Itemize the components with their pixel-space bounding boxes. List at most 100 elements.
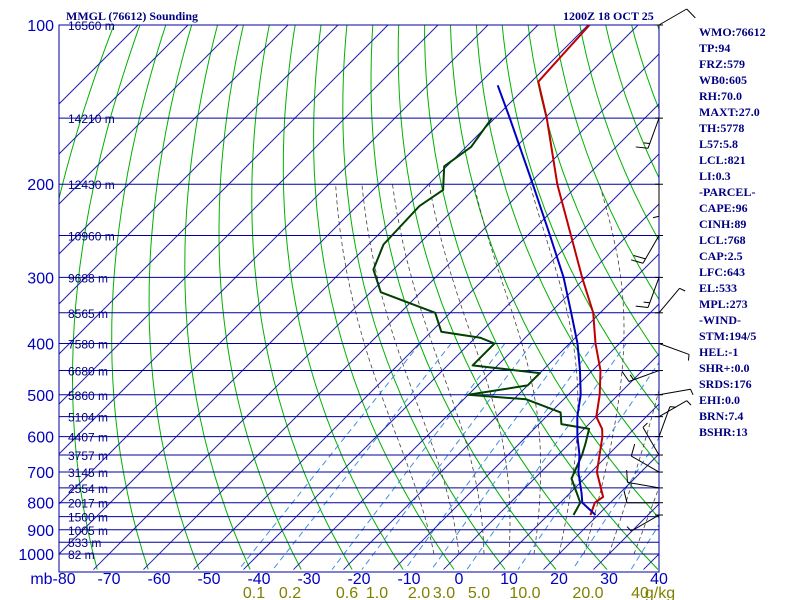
wind-barb bbox=[621, 370, 663, 382]
wind-barb-flag bbox=[686, 8, 696, 19]
wind-barb bbox=[626, 514, 663, 532]
wind-barb bbox=[655, 400, 692, 418]
isotherm bbox=[59, 25, 239, 205]
temperature-label: 10 bbox=[500, 571, 518, 588]
wind-barb bbox=[635, 276, 663, 308]
mixing-ratio-line bbox=[331, 343, 506, 570]
moist-adiabat bbox=[608, 388, 659, 555]
moist-adiabat bbox=[529, 184, 579, 555]
dry-adiabat bbox=[251, 25, 353, 570]
isotherm bbox=[393, 303, 659, 570]
mixing-ratio-line bbox=[238, 343, 421, 570]
isotherm bbox=[193, 103, 659, 570]
isotherm bbox=[543, 453, 659, 570]
wind-barb-staff bbox=[658, 388, 691, 396]
isotherm bbox=[343, 253, 659, 570]
mixing-ratio-label: 3.0 bbox=[433, 585, 455, 600]
temperature-label: -30 bbox=[297, 571, 320, 588]
wind-barb bbox=[655, 388, 694, 396]
mixing-ratio-label: 0.1 bbox=[243, 585, 265, 600]
height-label: 14210 m bbox=[68, 112, 115, 126]
height-label: 12430 m bbox=[68, 178, 115, 192]
height-label: 6680 m bbox=[68, 365, 108, 379]
moist-adiabat bbox=[583, 184, 625, 555]
mixing-ratio-line bbox=[404, 343, 572, 570]
dry-adiabat bbox=[579, 25, 659, 242]
wind-barb-flag bbox=[633, 255, 646, 260]
mixing-ratio-line bbox=[272, 343, 452, 570]
index-item: SRDS:176 bbox=[699, 377, 752, 391]
height-label: 533 m bbox=[68, 536, 101, 550]
index-item: -WIND- bbox=[699, 313, 741, 327]
dry-adiabat bbox=[184, 25, 251, 570]
isotherm bbox=[143, 53, 659, 570]
isotherm bbox=[443, 353, 659, 570]
temperature-label: -40 bbox=[247, 571, 270, 588]
sounding-datetime: 1200Z 18 OCT 25 bbox=[563, 9, 654, 23]
wind-barb-staff bbox=[642, 427, 660, 456]
wind-barb-flag bbox=[635, 146, 649, 149]
wind-barb-staff bbox=[647, 277, 660, 308]
wind-barb-staff bbox=[658, 343, 690, 355]
wind-barb-staff bbox=[642, 235, 660, 264]
pressure-label: 700 bbox=[27, 465, 54, 482]
index-item: BSHR:13 bbox=[699, 425, 748, 439]
dry-adiabat bbox=[370, 25, 557, 570]
indices-panel: WMO:76612 TP:94 FRZ:579 WB0:605 RH:70.0 MAXT:… bbox=[699, 24, 766, 440]
height-label: 3757 m bbox=[68, 449, 108, 463]
dry-adiabat bbox=[111, 25, 167, 570]
wind-barb-staff bbox=[631, 455, 660, 473]
index-item: TH:5778 bbox=[699, 121, 745, 135]
mixing-ratio-label: 2.0 bbox=[408, 585, 430, 600]
wind-barb-half-flag bbox=[643, 142, 650, 145]
mixing-ratio-label: 40 bbox=[631, 585, 649, 600]
wind-barb bbox=[635, 117, 663, 149]
height-label: 2017 m bbox=[68, 497, 108, 511]
index-item: LFC:643 bbox=[699, 265, 745, 279]
index-item: MAXT:27.0 bbox=[699, 105, 760, 119]
isotherm bbox=[59, 25, 489, 455]
mixing-ratio-label: 20.0 bbox=[572, 585, 603, 600]
pressure-label: 100 bbox=[27, 18, 54, 35]
wind-barb bbox=[655, 287, 686, 314]
dry-adiabat bbox=[424, 25, 659, 570]
pressure-label: 600 bbox=[27, 430, 54, 447]
wind-barb bbox=[652, 183, 663, 219]
height-label: 82 m bbox=[68, 548, 95, 562]
dry-adiabat bbox=[501, 25, 659, 412]
wind-barb-half-flag bbox=[652, 215, 660, 219]
moist-adiabat bbox=[633, 486, 659, 555]
dry-adiabat bbox=[148, 25, 200, 570]
isotherm bbox=[59, 25, 589, 555]
height-label: 5860 m bbox=[68, 389, 108, 403]
dry-adiabat bbox=[342, 25, 506, 570]
index-item: L57:5.8 bbox=[699, 137, 738, 151]
height-label: 1005 m bbox=[68, 524, 108, 538]
wind-barb bbox=[655, 8, 696, 26]
wind-barb-half-flag bbox=[686, 400, 692, 406]
mixing-ratio-label: 1.0 bbox=[366, 585, 388, 600]
index-item: LCL:768 bbox=[699, 233, 746, 247]
wind-barb-half-flag bbox=[642, 422, 648, 428]
dry-adiabat bbox=[313, 25, 455, 570]
dewpoint-trace bbox=[372, 117, 591, 516]
wind-barb bbox=[623, 490, 663, 504]
wind-barb bbox=[642, 422, 663, 456]
mixing-ratio-label: 5.0 bbox=[468, 585, 490, 600]
wind-barb-flag bbox=[623, 490, 628, 503]
mixing-ratio-line bbox=[517, 361, 659, 570]
wind-barb-flag bbox=[621, 370, 630, 382]
dry-adiabat bbox=[59, 25, 115, 201]
wind-barb-half-flag bbox=[643, 301, 650, 304]
wind-barb-flag bbox=[626, 469, 628, 483]
dry-adiabat bbox=[449, 25, 659, 519]
wind-barb bbox=[630, 235, 663, 264]
wind-barb bbox=[655, 342, 690, 361]
wind-barb-flag bbox=[630, 259, 644, 264]
height-label: 9688 m bbox=[68, 271, 108, 285]
temperature-label: 40 bbox=[650, 571, 668, 588]
wind-barb-flag bbox=[635, 305, 649, 308]
mixing-ratio-line bbox=[431, 343, 596, 570]
index-item: HEL:-1 bbox=[699, 345, 739, 359]
